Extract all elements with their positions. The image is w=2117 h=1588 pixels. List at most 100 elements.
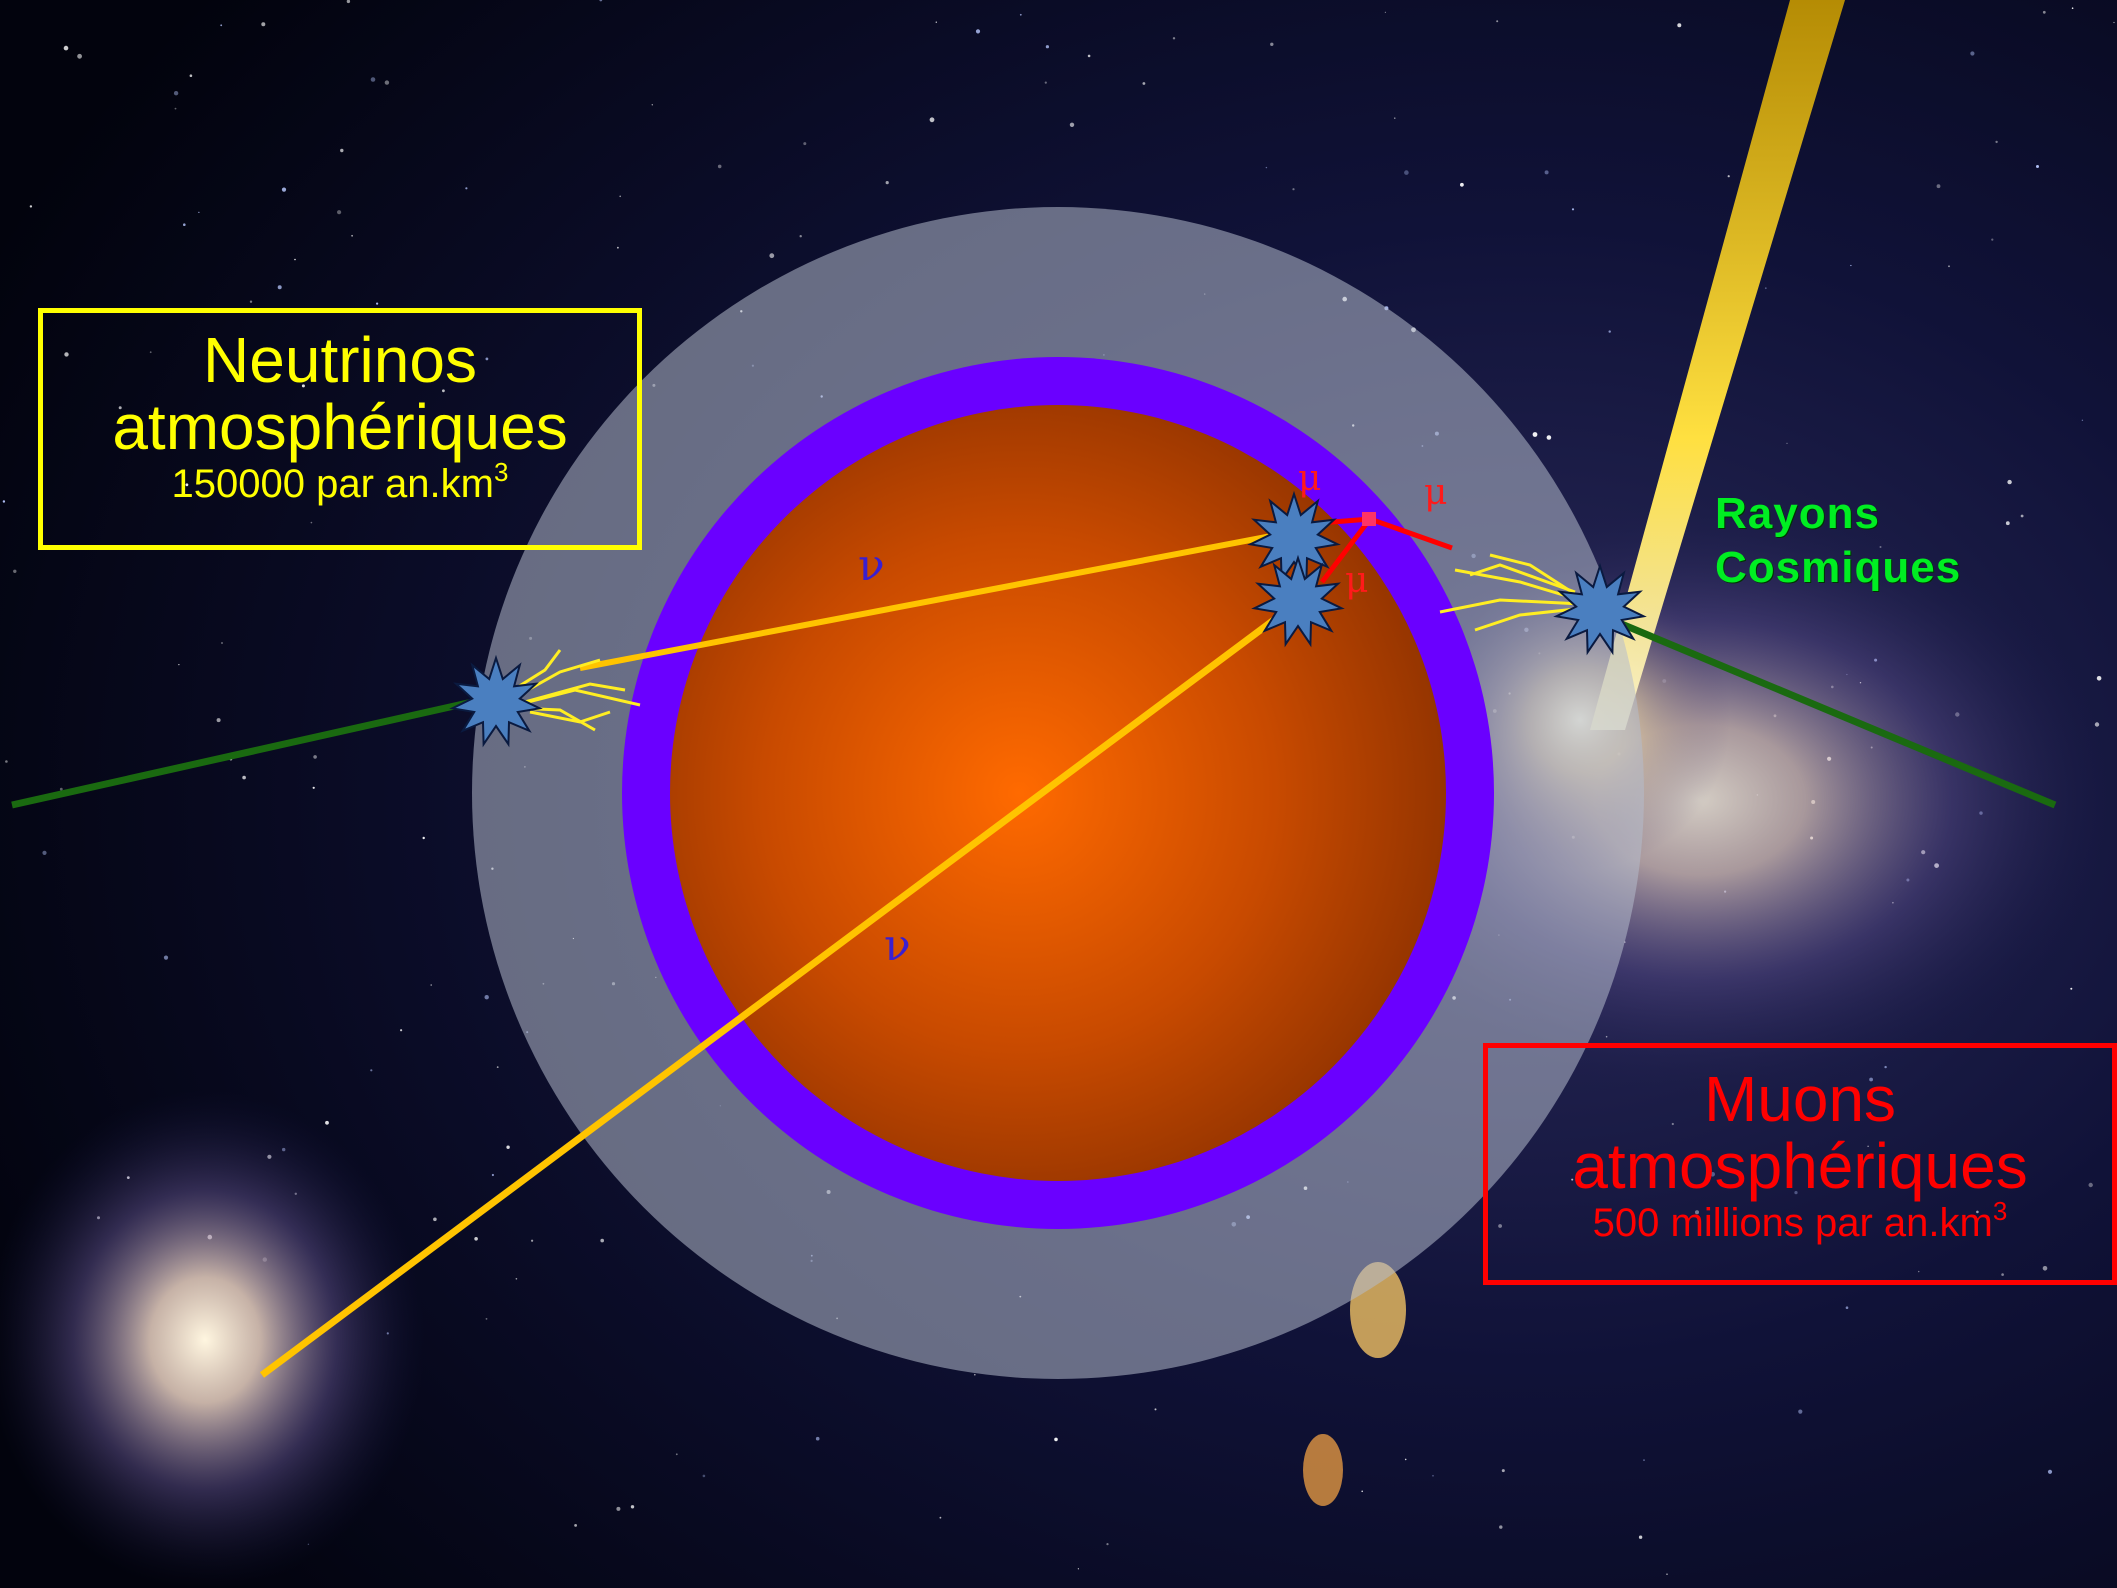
star [198,211,200,213]
star [1786,442,1788,444]
star [2096,676,2102,681]
star [939,1516,942,1519]
interaction-burst-right [1553,562,1647,656]
star [1995,140,1998,144]
star [1638,1535,1643,1539]
star [216,718,221,723]
neutrinos-rate-text: 150000 par an.km [171,462,494,507]
star [281,187,287,192]
star [1867,1145,1869,1148]
star [1850,264,1852,267]
star [474,1237,478,1241]
star [370,77,376,82]
star [599,0,603,2]
star [173,91,179,96]
star [1172,37,1176,40]
neutrinos-atmospheric-box: Neutrinos atmosphériques 150000 par an.k… [38,308,642,550]
star [183,223,186,226]
star [531,1239,534,1242]
neutrino-symbol-upper: ν [858,540,885,591]
star [1608,330,1611,333]
star [261,22,266,27]
star [301,384,305,388]
star [1045,45,1049,49]
star [313,755,317,759]
neutrinos-title-line1: Neutrinos [203,324,477,396]
star [485,1318,488,1320]
cosmic-rays-line2: Cosmiques [1715,542,1962,592]
neutrino-track-upper [579,529,1293,671]
muons-rate-exponent: 3 [1992,1196,2008,1227]
star [552,429,555,432]
star [1054,1437,1058,1442]
star [702,1474,706,1478]
star [149,351,152,354]
star [442,389,445,393]
star [1460,182,1464,187]
star [1432,1474,1434,1477]
star [1794,1191,1798,1195]
star [340,148,344,153]
star [1918,1270,1920,1273]
star [1546,435,1552,440]
star [221,642,223,644]
muons-atmospheric-box: Muons atmosphériques 500 millions par an… [1483,1043,2117,1285]
star [1798,1409,1803,1414]
star [376,302,379,305]
star [77,53,82,59]
star [1695,1210,1699,1215]
star [975,29,981,34]
star [1845,1306,1849,1309]
star [29,205,33,208]
star [346,0,351,4]
star [935,21,937,23]
star [174,107,177,110]
star [59,787,63,791]
star [1976,1210,1979,1214]
star [803,142,807,146]
star [2020,514,2024,518]
star [1677,23,1682,28]
star [1869,1077,1873,1082]
star [1684,1167,1686,1169]
star [885,181,889,185]
star [1404,170,1409,175]
muons-title-line2: atmosphériques [1572,1130,2028,1203]
star [1764,287,1767,290]
muons-rate: 500 millions par an.km3 [1488,1198,2112,1245]
star [617,246,619,249]
star [2113,21,2115,24]
star [1394,117,1396,119]
star [515,1278,518,1280]
star [42,850,47,856]
cosmic-ray-track-left [11,694,491,809]
neutrinos-rate: 150000 par an.km3 [43,459,637,507]
star [1292,188,1295,191]
star [600,1238,604,1243]
star [294,258,296,261]
star [675,1453,678,1456]
star [2071,7,2074,9]
star [2088,1182,2093,1188]
star [1265,166,1268,169]
star [163,955,169,960]
star [1077,1568,1079,1570]
star [249,300,253,303]
neutrinos-rate-exponent: 3 [493,457,509,488]
neutrinos-title-line2: atmosphériques [112,391,568,464]
star [974,1373,976,1376]
star [630,1505,635,1509]
star [2047,1469,2053,1474]
star [1154,1408,1157,1411]
cosmic-ray-track-right [1598,611,2057,809]
star [1666,1573,1668,1575]
star [484,995,489,1000]
star [574,1524,577,1527]
star [2070,987,2073,990]
star [1069,122,1075,128]
star [5,760,8,763]
star [63,45,69,51]
star [1970,51,1975,56]
star [433,1217,437,1222]
star [277,285,282,290]
